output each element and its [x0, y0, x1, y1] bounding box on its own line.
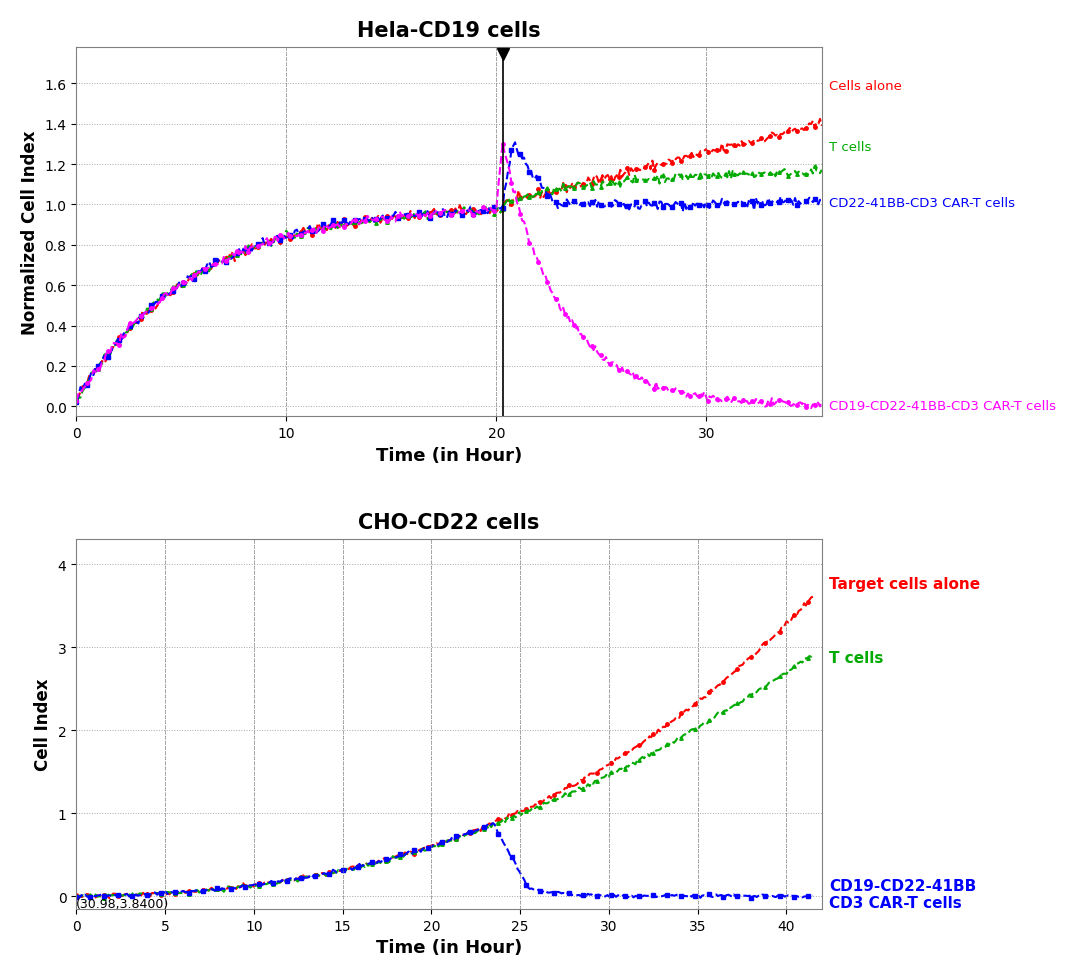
Text: CD19-CD22-41BB-CD3 CAR-T cells: CD19-CD22-41BB-CD3 CAR-T cells — [829, 400, 1056, 412]
X-axis label: Time (in Hour): Time (in Hour) — [376, 446, 522, 464]
X-axis label: Time (in Hour): Time (in Hour) — [376, 938, 522, 956]
Text: CD22-41BB-CD3 CAR-T cells: CD22-41BB-CD3 CAR-T cells — [829, 196, 1015, 209]
Text: Cells alone: Cells alone — [829, 80, 902, 93]
Title: Hela-CD19 cells: Hela-CD19 cells — [357, 21, 541, 41]
Text: CD19-CD22-41BB
CD3 CAR-T cells: CD19-CD22-41BB CD3 CAR-T cells — [829, 878, 977, 911]
Y-axis label: Normalized Cell Index: Normalized Cell Index — [20, 130, 39, 334]
Text: T cells: T cells — [829, 141, 872, 154]
Text: Target cells alone: Target cells alone — [829, 576, 980, 592]
Y-axis label: Cell Index: Cell Index — [34, 678, 52, 771]
Title: CHO-CD22 cells: CHO-CD22 cells — [358, 513, 540, 532]
Text: (30.98,3.8400): (30.98,3.8400) — [77, 897, 169, 910]
Text: T cells: T cells — [829, 651, 884, 665]
